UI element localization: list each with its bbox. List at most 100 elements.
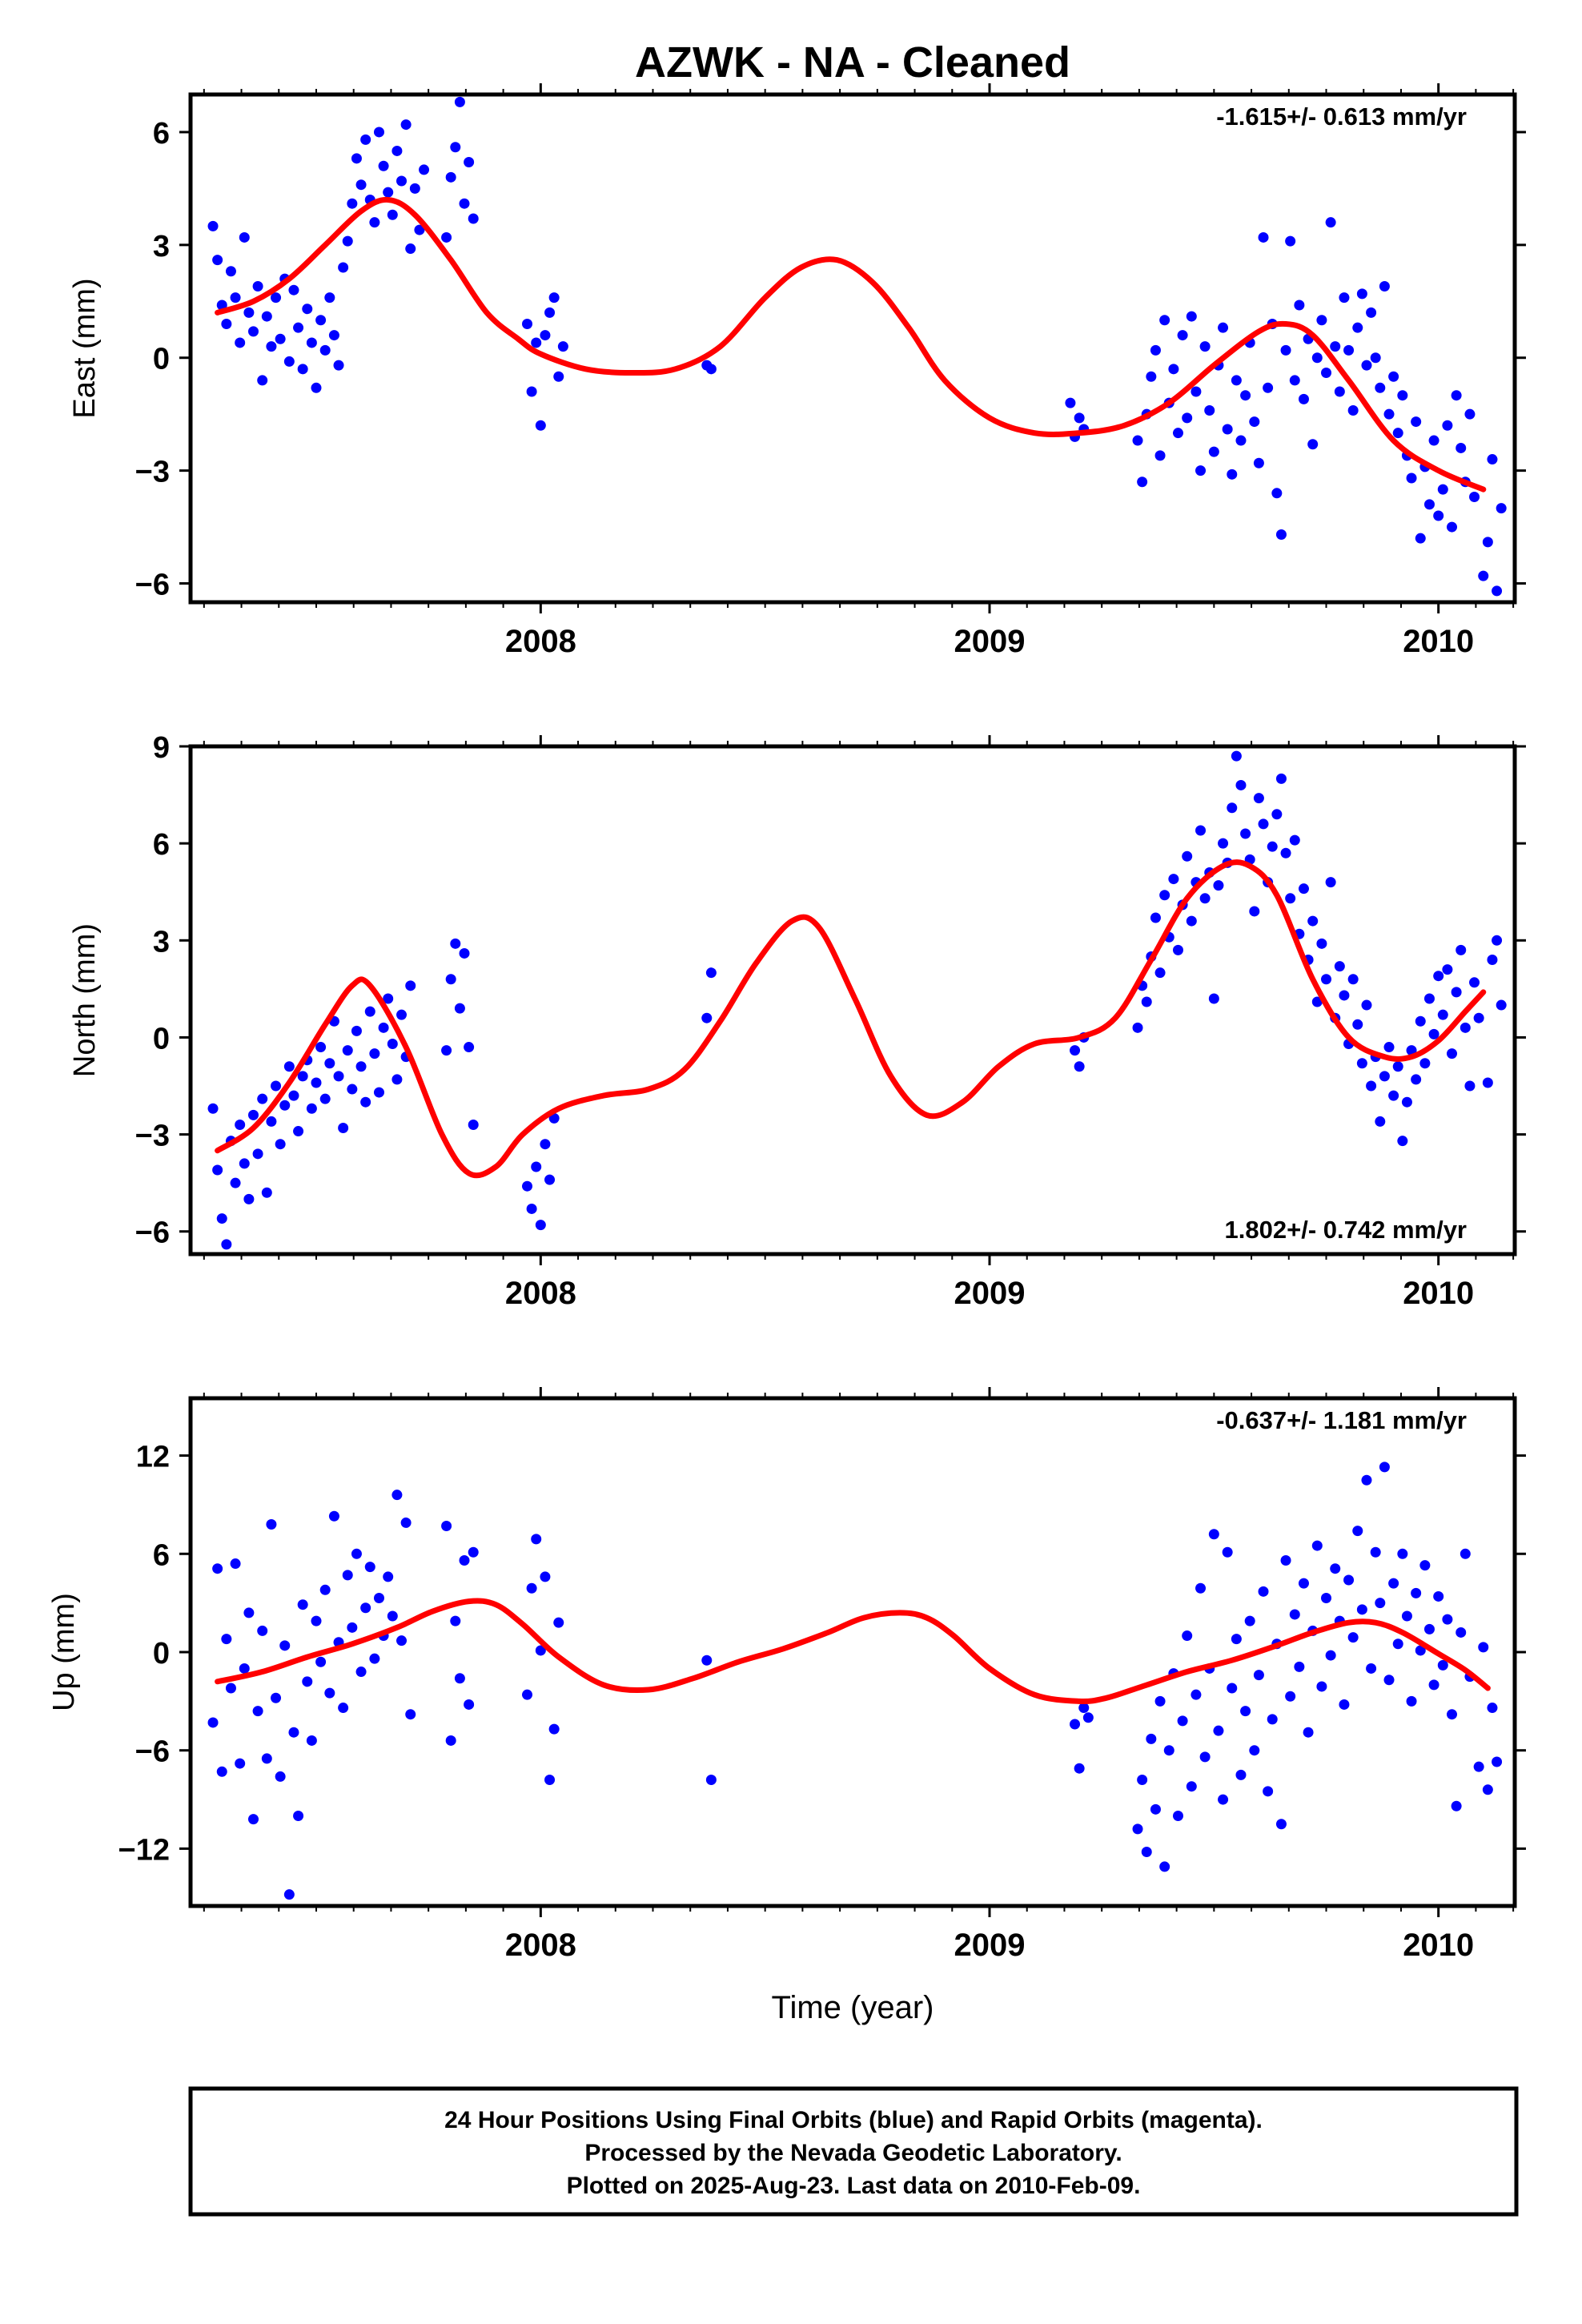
data-point [1275,1819,1287,1830]
data-point [1464,408,1476,420]
data-point [1406,1695,1417,1707]
data-point [1423,993,1435,1004]
data-point [1379,1071,1390,1082]
data-point [1285,1691,1296,1702]
data-point [468,213,479,224]
data-point [216,1213,227,1224]
data-point [1447,1709,1458,1720]
plot-frame [188,1396,1517,1908]
data-point [351,1548,362,1559]
rate-label: 1.802+/- 0.742 mm/yr [1225,1216,1467,1244]
data-point [531,1534,542,1545]
data-point [306,1735,317,1746]
data-point [1437,484,1448,495]
x-tick-label: 2009 [954,624,1026,659]
data-point [1213,1725,1224,1736]
data-point [1428,1679,1439,1691]
data-point [293,1811,304,1822]
data-point [261,1753,272,1764]
data-point [396,1009,408,1020]
data-point [1334,961,1345,972]
data-point [1231,375,1242,386]
data-point [535,1645,546,1656]
data-point [548,292,560,304]
y-axis-label: North (mm) [68,923,102,1077]
data-point [1406,1045,1417,1056]
data-point [230,1558,241,1570]
data-point [1208,993,1219,1004]
data-point [1356,288,1367,300]
data-point [369,1048,380,1059]
data-point [338,262,349,273]
data-point [1150,344,1161,356]
data-point [1347,404,1359,416]
data-point [548,1112,560,1124]
data-point [1218,1794,1229,1805]
data-points [207,96,1507,597]
data-point [1375,1598,1386,1609]
data-point [351,1025,362,1036]
x-axis-label: Time (year) [772,1990,934,2025]
data-point [261,311,272,322]
north-panel: 2008 2009 2010 −6 −3 0 3 6 9 North (mm) 1.802+/- 0… [68,731,1526,1311]
data-point [544,1174,556,1185]
data-point [531,337,542,348]
data-point [531,1161,542,1172]
y-tick-label: 6 [153,828,170,862]
data-point [1487,955,1498,966]
data-point [216,300,227,311]
x-tick-label: 2010 [1403,624,1474,659]
data-point [1132,1022,1143,1033]
data-point [396,175,408,187]
data-point [548,1723,560,1735]
data-point [207,220,219,231]
data-point [1154,1695,1166,1707]
data-point [1182,1630,1193,1642]
data-point [540,1139,551,1150]
data-point [1199,1751,1211,1763]
data-point [1275,529,1287,540]
data-point [1492,935,1503,946]
data-point [1150,1803,1161,1815]
data-point [271,1692,282,1703]
data-point [391,1074,403,1085]
data-point [212,1164,223,1176]
data-point [1159,1861,1170,1872]
data-point [441,1045,452,1056]
data-point [1469,977,1480,988]
data-point [1352,1019,1363,1030]
data-point [454,1673,465,1684]
data-point [1172,1811,1183,1822]
data-point [266,1116,277,1127]
data-point [540,330,551,341]
data-point [391,145,403,156]
data-point [311,1077,322,1088]
data-point [1227,1683,1238,1694]
data-point [306,337,317,348]
data-point [1235,1769,1247,1780]
y-tick-label: 3 [153,230,170,263]
east-panel: 2008 2009 2010 −6 −3 0 3 6 East (mm) -1.615+/- 0.… [68,83,1526,659]
data-point [1218,838,1229,849]
data-point [1401,1610,1412,1622]
data-point [1419,1560,1431,1571]
data-point [445,1735,456,1746]
data-point [396,1635,408,1647]
chart-title: AZWK - NA - Cleaned [635,38,1070,86]
data-point [405,1709,416,1720]
data-point [1415,1645,1426,1656]
data-point [405,980,416,991]
data-point [1406,472,1417,484]
data-point [459,1554,470,1566]
data-point [1451,987,1462,998]
data-point [1321,1593,1332,1604]
data-point [419,164,430,175]
data-point [1240,828,1251,839]
data-point [1375,382,1386,393]
data-point [252,281,263,292]
data-point [1074,412,1085,424]
data-point [275,1139,286,1150]
data-point [1339,292,1350,304]
data-point [1199,341,1211,352]
